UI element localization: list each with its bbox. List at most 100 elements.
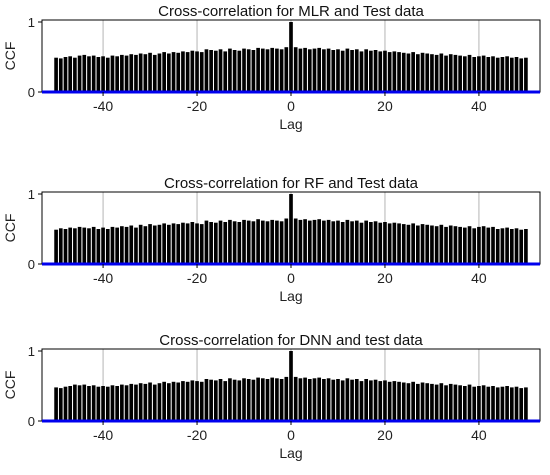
ccf-bar [397, 223, 401, 264]
ccf-bar [500, 228, 505, 264]
ccf-bar [307, 379, 312, 421]
ccf-bar [298, 219, 303, 264]
ccf-bar [148, 382, 152, 421]
x-tick-label: 20 [377, 270, 393, 286]
ccf-bar [505, 386, 509, 421]
ccf-bar [204, 220, 209, 264]
ccf-bar [420, 224, 425, 264]
ccf-bar [148, 52, 152, 92]
ccf-bar [326, 378, 331, 421]
ccf-bar [54, 229, 58, 264]
ccf-bar [176, 224, 181, 264]
ccf-bar [453, 226, 458, 264]
ccf-bar [322, 49, 326, 92]
ccf-bar [524, 57, 528, 92]
ccf-bar [317, 219, 322, 264]
ccf-bar [406, 53, 411, 92]
ccf-bar [378, 381, 383, 421]
ccf-bar [392, 222, 397, 264]
ccf-bar [340, 380, 345, 421]
ccf-bar [176, 52, 181, 92]
ccf-bar [420, 382, 425, 421]
ccf-bar [392, 381, 397, 421]
ccf-bar [467, 54, 472, 92]
ccf-bar [284, 218, 289, 264]
ccf-bar [279, 221, 284, 264]
ccf-bar [495, 57, 500, 92]
ccf-bar [138, 224, 143, 264]
ccf-bar [331, 50, 336, 92]
ccf-bar [495, 387, 500, 421]
ccf-bar [228, 48, 232, 92]
ccf-bar [143, 54, 148, 92]
ccf-bar [354, 379, 359, 421]
y-tick-label: 1 [28, 187, 35, 202]
ccf-bar [505, 56, 509, 92]
ccf-bar [491, 226, 495, 264]
ccf-bar [171, 52, 176, 92]
ccf-bar [120, 54, 124, 92]
ccf-bar [317, 47, 322, 92]
ccf-bar [303, 47, 307, 92]
ccf-bar [256, 219, 260, 264]
y-tick-label: 0 [28, 414, 35, 429]
ccf-bar [148, 224, 152, 264]
ccf-bar [110, 226, 115, 264]
ccf-bar [326, 48, 331, 92]
ccf-bar [481, 226, 486, 264]
ccf-bar [509, 57, 514, 92]
ccf-bar [190, 380, 195, 421]
ccf-bar [524, 229, 528, 264]
ccf-bar [246, 220, 251, 264]
ccf-bar [82, 384, 87, 421]
ccf-bar [472, 228, 477, 264]
ccf-bar [430, 225, 434, 264]
ccf-bar [223, 51, 228, 92]
ccf-bar [195, 51, 199, 92]
ccf-bar [101, 386, 105, 421]
y-axis-label: CCF [2, 42, 18, 71]
ccf-bar [416, 383, 420, 421]
ccf-bar [152, 384, 157, 421]
ccf-bar [416, 225, 420, 264]
ccf-bar [96, 229, 101, 264]
ccf-bar [430, 383, 434, 421]
ccf-bar [312, 48, 317, 92]
ccf-bar [176, 382, 181, 421]
ccf-bar [434, 384, 439, 421]
ccf-bar [270, 47, 275, 92]
ccf-bar [514, 386, 519, 421]
ccf-bar [350, 379, 354, 421]
ccf-bar [345, 378, 350, 421]
ccf-bar [444, 226, 448, 264]
ccf-bar [354, 220, 359, 264]
ccf-bar [378, 222, 383, 264]
ccf-bar [364, 220, 369, 264]
ccf-bar [265, 221, 270, 264]
ccf-bar [425, 53, 430, 92]
ccf-panel-3: Cross-correlation for DNN and test data 0… [2, 332, 541, 461]
ccf-bar [73, 228, 77, 264]
ccf-bar [477, 56, 481, 92]
ccf-bar [218, 379, 223, 421]
ccf-bar [359, 51, 364, 92]
ccf-bar [307, 49, 312, 92]
ccf-bar [467, 226, 472, 264]
ccf-bar [68, 386, 73, 421]
ccf-bar [246, 379, 251, 421]
ccf-bar [298, 48, 303, 92]
ccf-bar [406, 224, 411, 264]
ccf-bar [181, 51, 185, 92]
ccf-bar [124, 226, 129, 264]
ccf-bar [91, 385, 96, 421]
ccf-bar [477, 386, 481, 421]
ccf-bar [101, 56, 105, 92]
ccf-bar [199, 381, 204, 421]
ccf-bar [331, 221, 336, 264]
y-axis-label: CCF [2, 371, 18, 400]
ccf-bar [213, 50, 218, 92]
ccf-bar [359, 381, 364, 421]
y-axis-label: CCF [2, 214, 18, 243]
ccf-bar [364, 49, 369, 92]
ccf-bar [519, 388, 524, 421]
